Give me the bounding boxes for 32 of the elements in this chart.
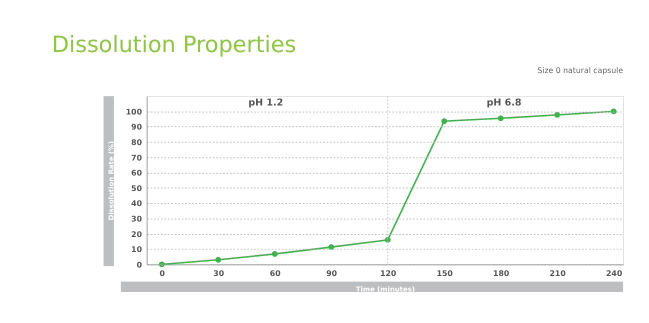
x-tick-label: 0 xyxy=(160,269,166,278)
chart-subtitle: Size 0 natural capsule xyxy=(537,66,624,75)
y-tick-label: 30 xyxy=(131,214,143,224)
y-tick-label: 0 xyxy=(136,260,143,270)
x-tick-label: 120 xyxy=(380,269,397,278)
point xyxy=(441,118,448,124)
x-tick-label: 240 xyxy=(606,269,623,278)
annotation: pH 6.8 xyxy=(486,98,522,109)
y-tick-label: 20 xyxy=(131,230,143,239)
y-tick-label: 40 xyxy=(131,199,143,208)
point xyxy=(272,251,278,257)
x-tick-label: 90 xyxy=(326,269,338,278)
y-tick-label: 100 xyxy=(126,107,143,116)
point xyxy=(498,115,504,122)
y-tick-label: 60 xyxy=(131,168,143,178)
annotation: pH 1.2 xyxy=(248,98,284,109)
x-tick-label: 150 xyxy=(436,269,454,278)
x-tick-label: 60 xyxy=(270,269,282,278)
point xyxy=(554,112,560,118)
x-tick-label: 210 xyxy=(550,269,566,278)
x-tick-label: 30 xyxy=(213,269,225,278)
chart-title: Dissolution Properties xyxy=(52,32,296,58)
point xyxy=(158,261,165,268)
y-tick-label: 80 xyxy=(131,138,143,147)
y-tick-label: 90 xyxy=(131,122,143,132)
y-tick-label: 50 xyxy=(131,184,143,193)
point xyxy=(384,236,391,243)
x-tick-label: 180 xyxy=(493,269,510,278)
y-tick-label: 10 xyxy=(131,245,143,254)
point xyxy=(215,256,222,263)
point xyxy=(328,244,334,250)
y-tick-label: 70 xyxy=(131,153,143,162)
